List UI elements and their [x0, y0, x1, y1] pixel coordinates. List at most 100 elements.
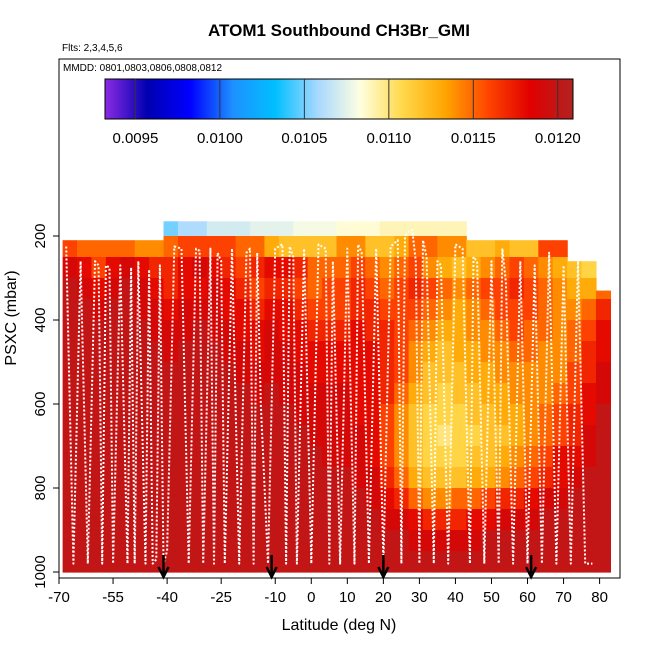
heatmap-cell: [350, 221, 366, 237]
heatmap-cell: [365, 446, 381, 468]
heatmap-cell: [62, 341, 78, 363]
heatmap-cell: [336, 488, 352, 510]
heatmap-cell: [567, 341, 583, 363]
heatmap-cell: [538, 257, 554, 279]
heatmap-cell: [394, 509, 410, 531]
heatmap-cell: [250, 299, 266, 321]
heatmap-cell: [408, 362, 424, 384]
heatmap-cell: [523, 240, 539, 258]
heatmap-cell: [192, 404, 208, 426]
heatmap-cell: [552, 341, 568, 363]
heatmap-cell: [552, 551, 568, 573]
heatmap-cell: [62, 383, 78, 405]
heatmap-cell: [91, 509, 107, 531]
heatmap-cell: [480, 320, 496, 342]
x-tick-label: 0: [307, 589, 315, 606]
heatmap-cell: [408, 530, 424, 552]
heatmap-cell: [120, 278, 136, 300]
heatmap-cell: [423, 446, 439, 468]
heatmap-cell: [134, 362, 150, 384]
heatmap-cell: [250, 467, 266, 489]
heatmap-cell: [293, 320, 309, 342]
heatmap-cell: [206, 236, 222, 258]
y-axis-label: PSXC (mbar): [3, 270, 20, 365]
heatmap-cell: [509, 551, 525, 573]
heatmap-cell: [408, 404, 424, 426]
heatmap-cell: [206, 221, 222, 237]
heatmap-cell: [77, 299, 93, 321]
heatmap-cell: [192, 383, 208, 405]
heatmap-cell: [62, 240, 78, 258]
heatmap-cell: [177, 341, 193, 363]
heatmap-cell: [567, 383, 583, 405]
heatmap-cell: [177, 299, 193, 321]
x-tick-label: 70: [555, 589, 572, 606]
heatmap-cell: [77, 362, 93, 384]
heatmap-cell: [523, 425, 539, 447]
heatmap-cell: [235, 236, 251, 258]
heatmap-cell: [206, 551, 222, 573]
heatmap-cell: [293, 530, 309, 552]
heatmap-cell: [91, 404, 107, 426]
heatmap-cell: [523, 257, 539, 279]
x-tick-label: 80: [591, 589, 608, 606]
heatmap-cell: [250, 383, 266, 405]
heatmap-cell: [408, 509, 424, 531]
heatmap-cell: [365, 278, 381, 300]
colorbar-tick-label: 0.0105: [281, 130, 327, 147]
heatmap-cell: [365, 236, 381, 258]
heatmap-cell: [91, 425, 107, 447]
heatmap-cell: [177, 509, 193, 531]
heatmap-cell: [552, 320, 568, 342]
heatmap-cell: [322, 425, 338, 447]
heatmap-cell: [120, 404, 136, 426]
heatmap-cell: [437, 299, 453, 321]
heatmap-cell: [235, 257, 251, 279]
heatmap-cell: [278, 257, 294, 279]
heatmap-cell: [149, 299, 165, 321]
heatmap-cell: [350, 425, 366, 447]
heatmap-cell: [466, 467, 482, 489]
heatmap-cell: [206, 341, 222, 363]
heatmap-cell: [105, 467, 121, 489]
heatmap-cell: [336, 278, 352, 300]
heatmap-cell: [408, 425, 424, 447]
plot-frame: [58, 58, 621, 579]
heatmap-cell: [538, 240, 554, 258]
heatmap-cell: [322, 236, 338, 258]
heatmap-cell: [552, 446, 568, 468]
heatmap-cell: [423, 299, 439, 321]
heatmap-cell: [307, 509, 323, 531]
colorbar-tick-label: 0.0120: [535, 130, 581, 147]
heatmap-cell: [451, 488, 467, 510]
sonde-arrows-layer: [157, 555, 538, 580]
heatmap-cell: [235, 446, 251, 468]
heatmap-cell: [120, 446, 136, 468]
heatmap-cell: [163, 404, 179, 426]
heatmap-cell: [322, 221, 338, 237]
heatmap-cell: [408, 320, 424, 342]
heatmap-cell: [408, 488, 424, 510]
heatmap-cell: [495, 404, 511, 426]
heatmap-cell: [350, 551, 366, 573]
heatmap-cell: [134, 530, 150, 552]
heatmap-cell: [278, 383, 294, 405]
heatmap-cell: [379, 509, 395, 531]
heatmap-cell: [77, 488, 93, 510]
heatmap-cell: [408, 467, 424, 489]
heatmap-cell: [221, 362, 237, 384]
heatmap-cell: [423, 488, 439, 510]
heatmap-cell: [264, 446, 280, 468]
heatmap-cell: [307, 404, 323, 426]
heatmap-cell: [264, 320, 280, 342]
heatmap-cell: [163, 425, 179, 447]
heatmap-cell: [365, 551, 381, 573]
heatmap-cell: [480, 551, 496, 573]
heatmap-cell: [581, 509, 597, 531]
heatmap-cell: [62, 530, 78, 552]
heatmap-cell: [192, 236, 208, 258]
heatmap-cell: [581, 488, 597, 510]
x-tick-label: -40: [156, 589, 178, 606]
heatmap-cell: [322, 446, 338, 468]
heatmap-cell: [192, 221, 208, 237]
